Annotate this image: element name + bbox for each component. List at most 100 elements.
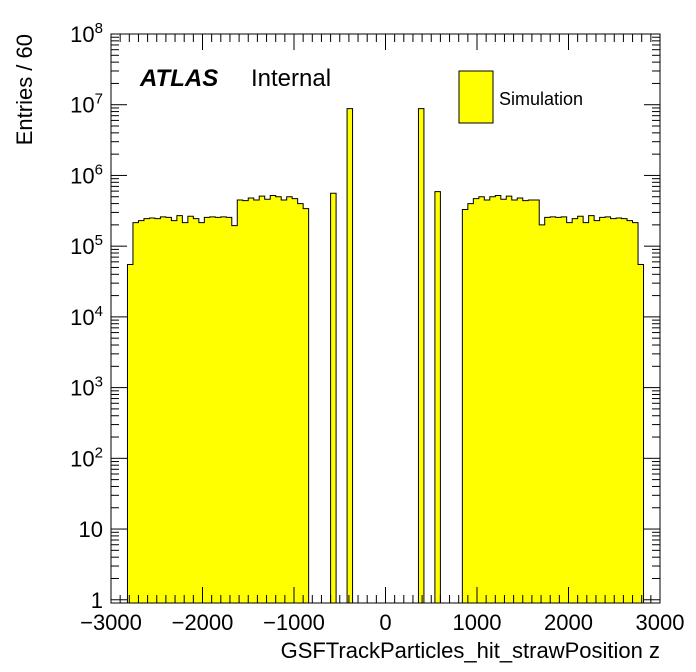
x-tick-label: 1000 bbox=[453, 610, 502, 635]
legend-label-simulation: Simulation bbox=[499, 89, 583, 109]
histogram-bar-46 bbox=[511, 199, 518, 603]
histogram-bar-51 bbox=[539, 224, 546, 604]
histogram-bar-4 bbox=[149, 218, 156, 603]
histogram-bar-47 bbox=[517, 197, 524, 604]
y-tick-label: 104 bbox=[70, 303, 103, 330]
histogram-bar-2 bbox=[138, 220, 145, 603]
histogram-bar-49 bbox=[528, 199, 535, 603]
histogram-bar-17 bbox=[220, 216, 227, 603]
histogram-bar-40 bbox=[478, 196, 485, 604]
histogram-bar-61 bbox=[594, 220, 601, 603]
y-tick-label: 10 bbox=[79, 517, 103, 542]
histogram-bar-45 bbox=[506, 196, 513, 604]
histogram-bar-55 bbox=[561, 216, 568, 603]
histogram-bar-56 bbox=[566, 222, 573, 603]
histogram-bar-66 bbox=[621, 218, 628, 604]
histogram-bars bbox=[127, 108, 644, 604]
histogram-bar-63 bbox=[605, 216, 611, 603]
histogram-bar-5 bbox=[154, 218, 161, 604]
histogram-bar-43 bbox=[495, 195, 502, 603]
histogram-bar-14 bbox=[204, 217, 211, 604]
histogram-bar-31 bbox=[297, 203, 304, 604]
histogram-bar-11 bbox=[187, 216, 194, 603]
histogram-bar-59 bbox=[583, 222, 590, 603]
histogram-bar-29 bbox=[286, 196, 293, 604]
legend-swatch-simulation bbox=[458, 70, 494, 124]
x-tick-label: −3000 bbox=[80, 610, 142, 635]
y-tick-label: 1 bbox=[91, 588, 103, 613]
histogram-bar-15 bbox=[209, 216, 216, 603]
x-tick-label: −2000 bbox=[172, 610, 234, 635]
atlas-status-label: Internal bbox=[251, 65, 331, 92]
histogram-bar-0 bbox=[127, 264, 134, 603]
y-tick-label: 106 bbox=[70, 161, 103, 188]
y-tick-label: 102 bbox=[70, 444, 103, 471]
histogram-bar-60 bbox=[588, 215, 595, 603]
histogram-bar-21 bbox=[242, 200, 249, 604]
histogram-bar-48 bbox=[522, 200, 529, 604]
histogram-bar-28 bbox=[281, 199, 288, 603]
histogram-bar-24 bbox=[259, 196, 266, 604]
histogram-bar-23 bbox=[253, 199, 260, 603]
histogram-bar-18 bbox=[226, 217, 233, 604]
histogram-bar-53 bbox=[550, 216, 557, 603]
histogram-bar-52 bbox=[544, 217, 551, 604]
histogram-bar-9 bbox=[176, 215, 183, 603]
histogram-bar-13 bbox=[198, 222, 205, 603]
histogram-bar-25 bbox=[264, 199, 271, 603]
histogram-bar-16 bbox=[215, 217, 222, 604]
atlas-experiment-label: ATLAS bbox=[139, 65, 218, 92]
x-tick-labels: −3000 −2000 −1000 0 1000 2000 3000 bbox=[80, 610, 684, 635]
histogram-bar-57 bbox=[572, 218, 579, 604]
histogram-bar-50 bbox=[533, 199, 540, 603]
x-tick-label: 0 bbox=[379, 610, 391, 635]
x-tick-label: −1000 bbox=[263, 610, 325, 635]
y-tick-label: 108 bbox=[70, 20, 103, 47]
y-tick-label: 107 bbox=[70, 91, 103, 118]
histogram-bar-69 bbox=[638, 264, 644, 603]
y-tick-label: 105 bbox=[70, 232, 103, 259]
histogram-bar-27 bbox=[275, 196, 282, 604]
histogram-bar-20 bbox=[237, 199, 244, 603]
histogram-bar-37 bbox=[462, 209, 469, 603]
axis-ticks bbox=[110, 33, 661, 604]
histogram-bar-64 bbox=[610, 218, 617, 604]
histogram-bar-38 bbox=[467, 203, 474, 604]
histogram-outline bbox=[126, 108, 645, 603]
histogram-bar-22 bbox=[248, 197, 255, 604]
histogram-bar-67 bbox=[627, 220, 633, 603]
y-tick-labels: 1 10 102 103 104 105 106 107 108 bbox=[70, 20, 103, 613]
histogram-bar-12 bbox=[193, 218, 200, 604]
histogram-bar-62 bbox=[599, 217, 606, 604]
histogram-bar-19 bbox=[231, 225, 238, 603]
histogram-bar-35 bbox=[418, 108, 425, 603]
histogram-bar-42 bbox=[489, 196, 496, 604]
histogram-bar-36 bbox=[434, 191, 441, 603]
histogram-bar-8 bbox=[171, 220, 178, 603]
histogram-bar-10 bbox=[182, 222, 189, 603]
y-axis-label: Entries / 60 bbox=[12, 34, 37, 145]
histogram-bar-26 bbox=[270, 195, 277, 603]
x-tick-label: 3000 bbox=[636, 610, 685, 635]
histogram-bar-30 bbox=[292, 198, 299, 603]
histogram-bar-32 bbox=[303, 208, 310, 603]
histogram-bar-41 bbox=[484, 199, 491, 603]
histogram-bar-44 bbox=[500, 199, 507, 603]
x-tick-label: 2000 bbox=[544, 610, 593, 635]
atlas-label: ATLAS Internal bbox=[139, 65, 331, 92]
histogram-bar-54 bbox=[555, 217, 562, 604]
histogram-bar-6 bbox=[160, 216, 167, 603]
histogram-bar-33 bbox=[330, 193, 337, 603]
histogram-bar-1 bbox=[132, 222, 139, 603]
histogram-bar-34 bbox=[347, 108, 353, 603]
histogram-bar-68 bbox=[632, 222, 639, 603]
legend: Simulation bbox=[458, 70, 583, 124]
histogram-bar-7 bbox=[165, 217, 172, 604]
histogram-bar-58 bbox=[577, 216, 584, 603]
histogram-bar-39 bbox=[473, 198, 480, 603]
y-tick-label: 103 bbox=[70, 374, 103, 401]
histogram-bar-65 bbox=[616, 218, 622, 603]
histogram-bar-3 bbox=[143, 218, 150, 604]
x-axis-label: GSFTrackParticles_hit_strawPosition z bbox=[281, 638, 660, 663]
